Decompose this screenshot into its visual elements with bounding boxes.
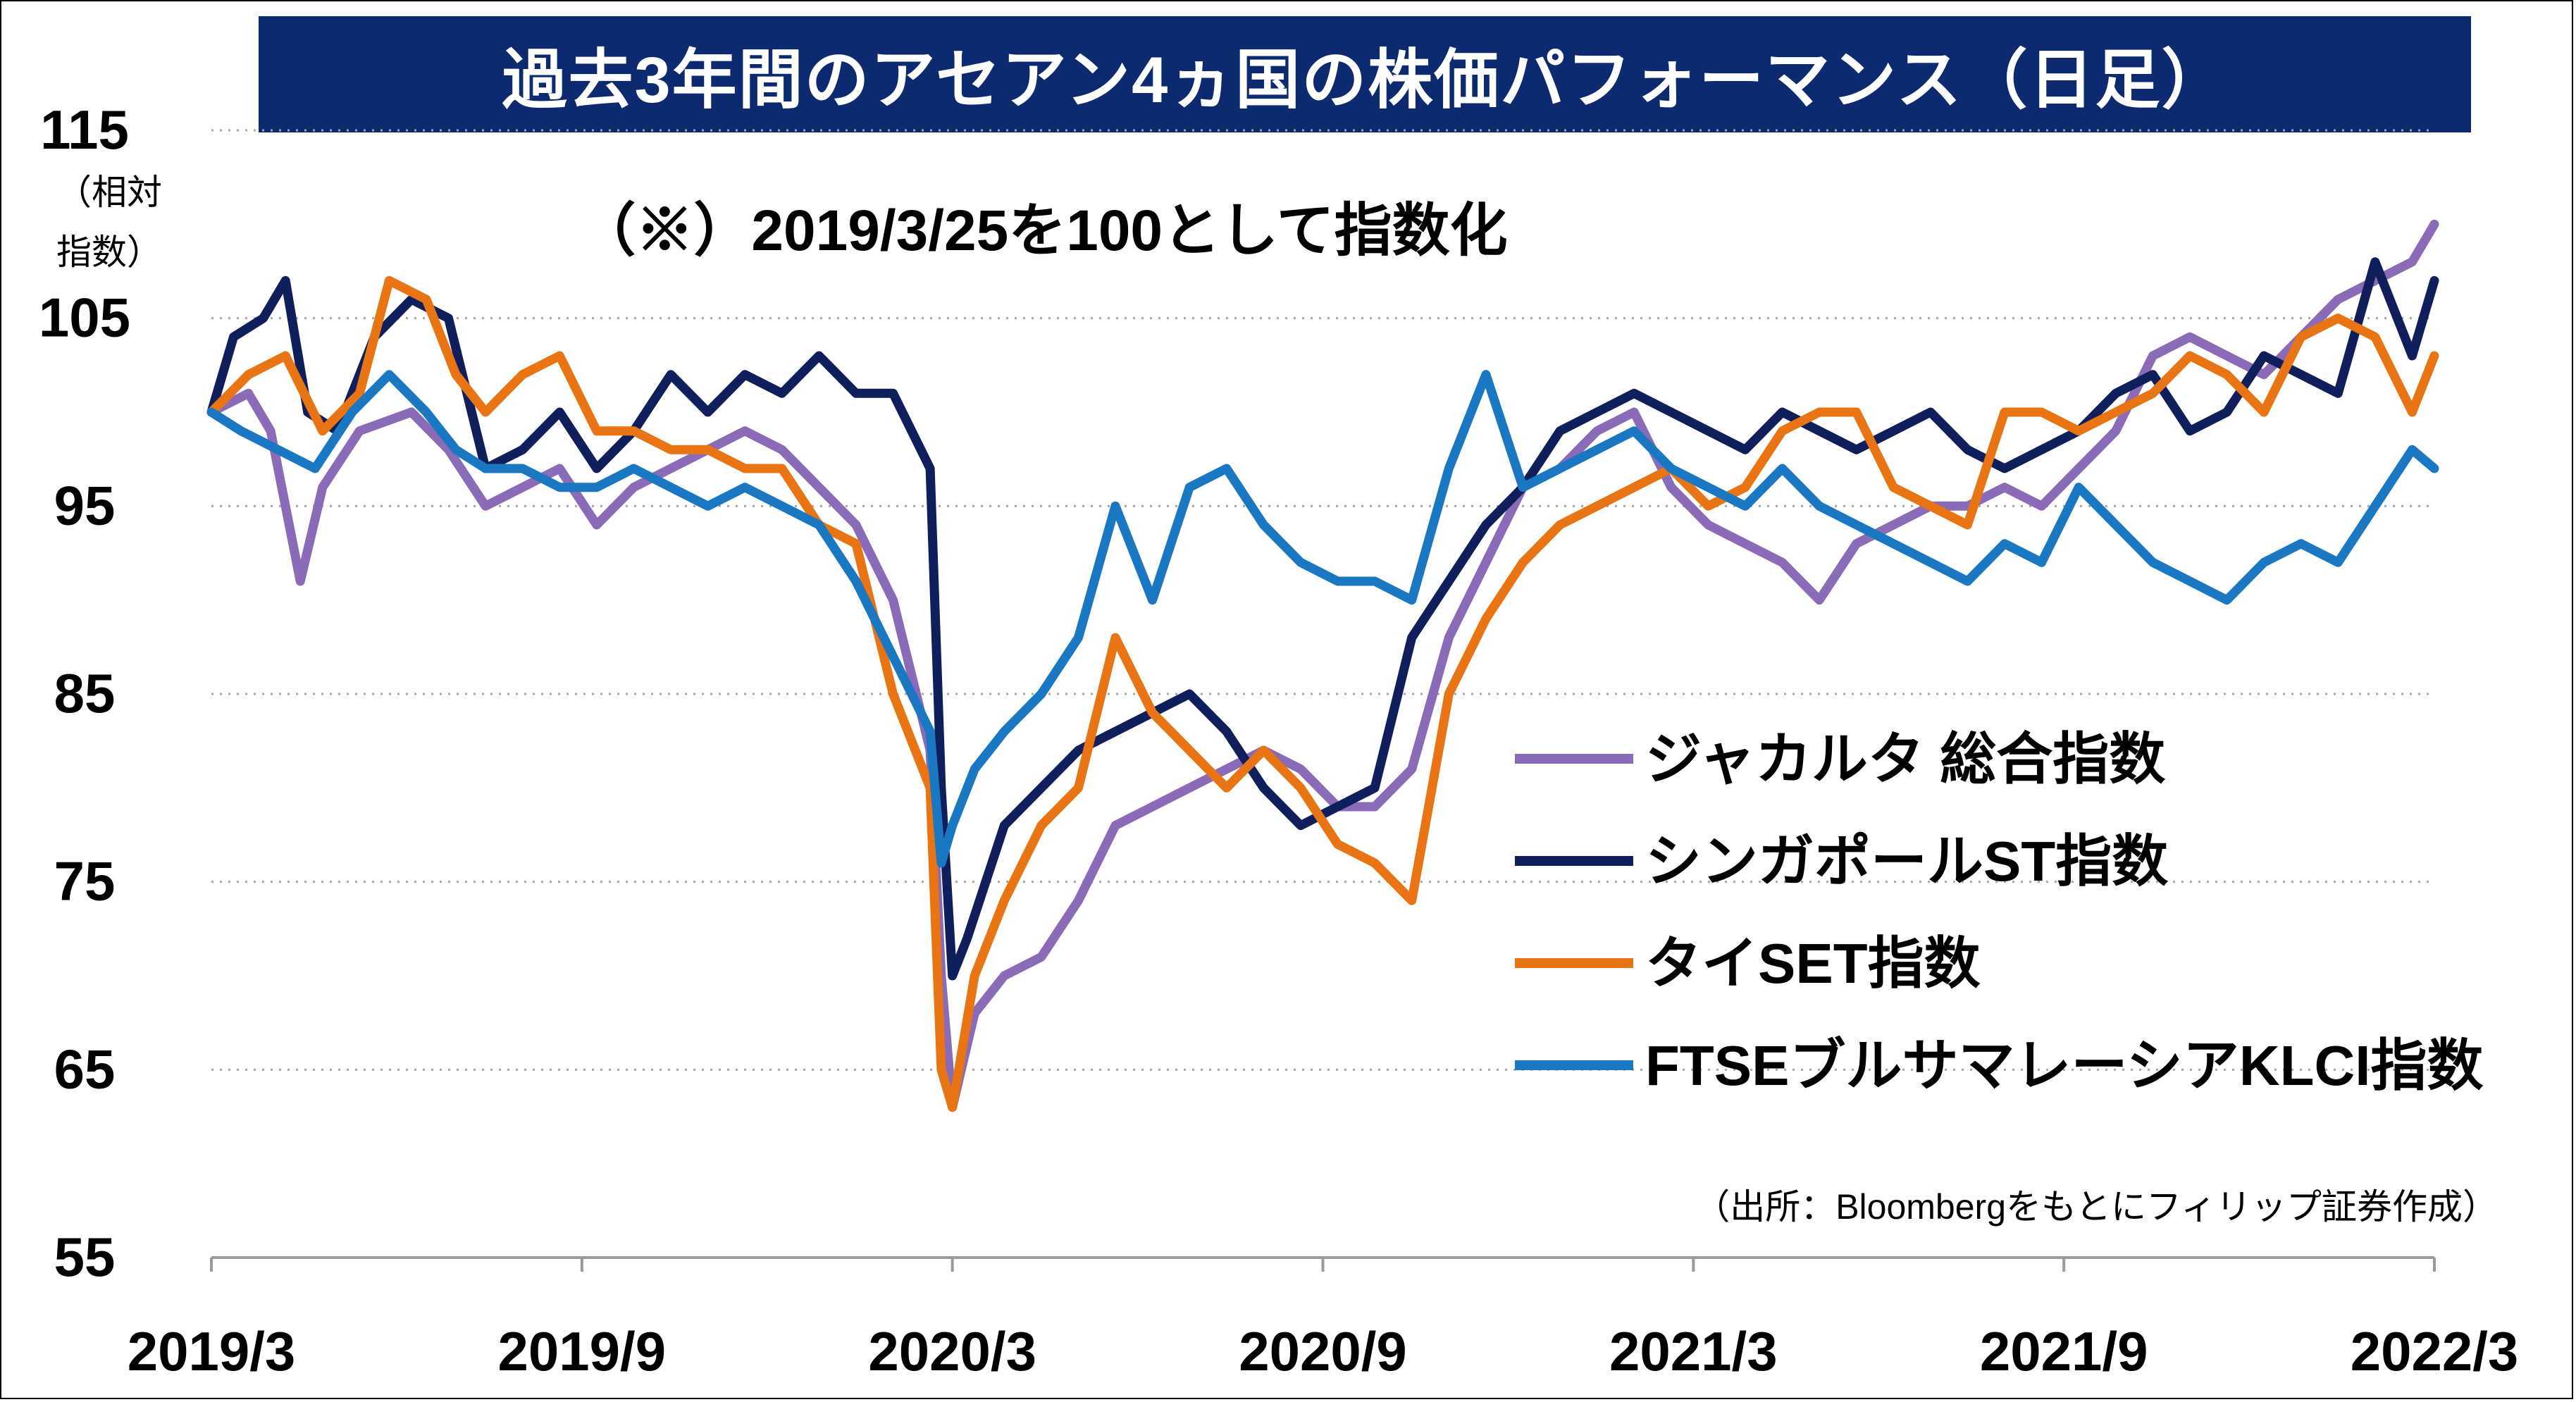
legend-label: シンガポールST指数 [1645,830,2168,893]
legend-label: ジャカルタ 総合指数 [1645,728,2165,790]
x-tick-label: 2020/9 [1239,1320,1407,1382]
x-tick-label: 2019/3 [128,1320,296,1382]
y-tick-label: 65 [54,1038,116,1100]
y-unit-line-1: （相対 [56,173,162,212]
x-tick-labels: 2019/3 2019/9 2020/3 2020/9 2021/3 2021/9 2022… [128,1320,2519,1382]
source-note: （出所：Bloombergをもとにフィリップ証券作成） [1695,1187,2498,1227]
annotation-note: （※）2019/3/25を100として指数化 [578,199,1507,263]
series-line-1 [206,219,2439,1112]
y-tick-label: 95 [54,474,116,536]
chart-title: 過去3年間のアセアン4ヵ国の株価パフォーマンス（日足） [502,44,2228,116]
series-line-3 [206,275,2439,1112]
y-tick-label: 55 [54,1226,116,1288]
y-unit-line-2: 指数） [56,232,162,272]
y-tick-label: 115 [40,99,129,161]
y-tick-labels: 55 65 75 85 95 105 115 [39,99,130,1288]
x-tick-label: 2021/3 [1609,1320,1778,1382]
series-line-4 [206,370,2439,868]
x-tick-label: 2022/3 [2351,1320,2519,1382]
axes [210,1256,2436,1272]
legend-label: FTSEブルサマレーシアKLCI指数 [1645,1034,2484,1097]
y-tick-label: 105 [39,287,130,349]
title-banner: 過去3年間のアセアン4ヵ国の株価パフォーマンス（日足） [259,16,2471,132]
y-tick-label: 85 [54,662,116,724]
gridlines [211,129,2434,1071]
y-tick-label: 75 [54,850,116,912]
x-tick-label: 2021/9 [1980,1320,2148,1382]
x-tick-label: 2020/3 [868,1320,1036,1382]
series-lines [206,219,2439,1112]
series-line-2 [206,257,2439,981]
x-tick-label: 2019/9 [498,1320,667,1382]
legend-label: タイSET指数 [1645,932,1981,995]
